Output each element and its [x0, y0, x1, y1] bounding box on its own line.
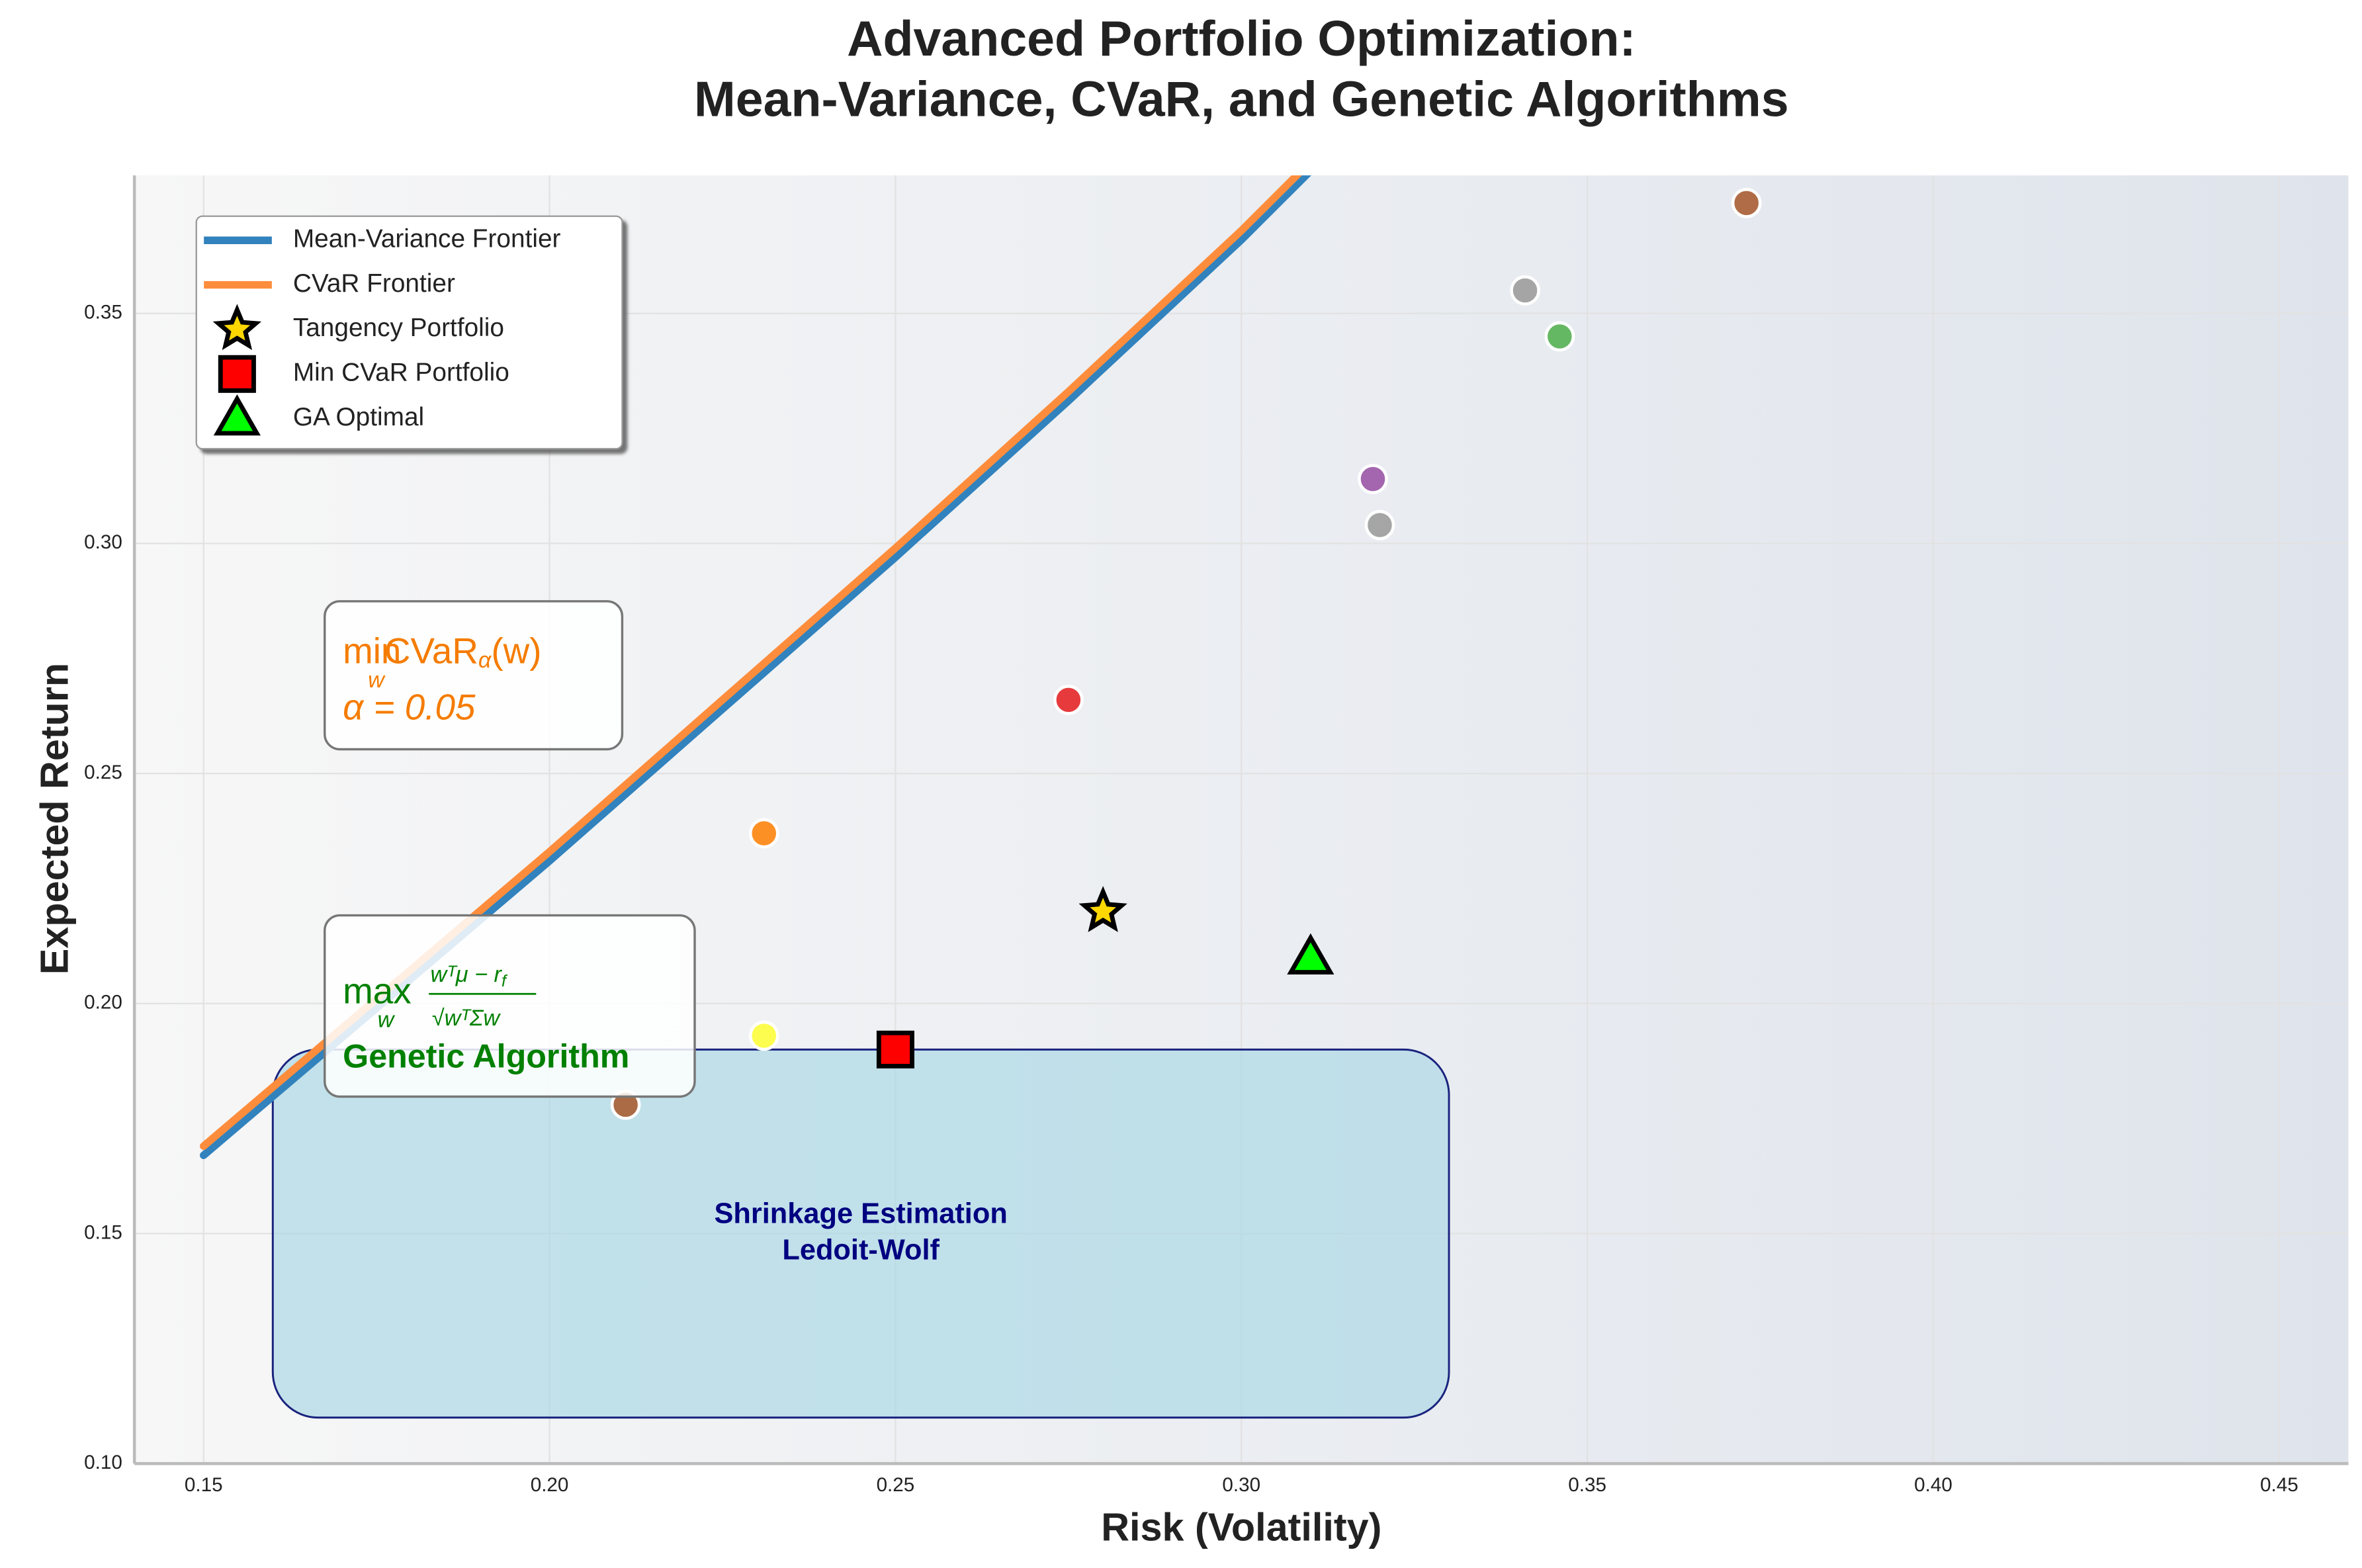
formula-part: α	[478, 648, 492, 673]
x-axis-label: Risk (Volatility)	[1101, 1504, 1381, 1549]
region-label: Shrinkage Estimation	[714, 1198, 1007, 1230]
annotation-box	[324, 914, 696, 1098]
y-tick-label: 0.35	[84, 302, 122, 324]
asset-point	[1364, 509, 1395, 541]
cvar-alpha: α = 0.05	[343, 687, 476, 728]
ga-formula: √wᵀΣw	[432, 1006, 502, 1031]
asset-point	[1544, 321, 1575, 352]
y-tick-label: 0.15	[84, 1221, 122, 1243]
legend-marker	[212, 304, 262, 351]
x-tick-label: 0.30	[1222, 1474, 1260, 1496]
legend-box	[195, 215, 623, 450]
asset-point	[748, 818, 779, 849]
formula-part: f	[502, 972, 508, 990]
y-tick-label: 0.30	[84, 531, 122, 553]
asset-point	[1731, 188, 1762, 218]
formula-part: min	[343, 631, 401, 672]
formula-part: CVaR	[384, 631, 478, 672]
annotation-box	[324, 600, 624, 751]
formula-part: wᵀμ − r	[431, 962, 503, 987]
shrinkage-region	[271, 1048, 1450, 1419]
x-tick-label: 0.25	[877, 1474, 915, 1496]
y-tick-label: 0.10	[84, 1452, 122, 1473]
asset-point	[748, 1020, 779, 1051]
x-tick-label: 0.20	[531, 1474, 569, 1496]
legend-label: GA Optimal	[293, 403, 424, 431]
cvar-formula: min wCVaRα(w)	[343, 631, 541, 693]
formula-part: w	[368, 668, 386, 693]
ga-label: Genetic Algorithm	[343, 1038, 629, 1075]
legend-marker	[213, 394, 261, 436]
legend-label: Tangency Portfolio	[293, 314, 504, 342]
legend-label: CVaR Frontier	[293, 269, 455, 298]
legend-label: Mean-Variance Frontier	[293, 225, 561, 253]
y-axis-label: Expected Return	[32, 663, 76, 975]
y-tick-label: 0.25	[84, 762, 122, 783]
asset-point	[1053, 685, 1084, 715]
x-tick-label: 0.35	[1568, 1474, 1606, 1496]
formula-part: (w)	[491, 631, 541, 672]
x-tick-label: 0.45	[2260, 1474, 2298, 1496]
x-tick-label: 0.40	[1914, 1474, 1952, 1496]
asset-point	[1358, 464, 1388, 494]
asset-point	[1510, 275, 1540, 306]
portfolio-marker	[1078, 886, 1127, 932]
legend-marker	[218, 355, 256, 393]
x-tick-label: 0.15	[185, 1474, 223, 1496]
ga-formula: max	[343, 971, 411, 1012]
y-tick-label: 0.20	[84, 992, 122, 1014]
ga-formula: wᵀμ − rf	[431, 962, 508, 990]
legend-label: Min CVaR Portfolio	[293, 359, 509, 387]
chart-title: Advanced Portfolio Optimization:	[847, 11, 1636, 66]
chart-title: Mean-Variance, CVaR, and Genetic Algorit…	[694, 71, 1789, 126]
portfolio-marker	[1287, 933, 1334, 975]
region-label: Ledoit-Wolf	[782, 1234, 940, 1266]
portfolio-marker	[876, 1030, 914, 1068]
ga-formula: w	[378, 1007, 396, 1032]
